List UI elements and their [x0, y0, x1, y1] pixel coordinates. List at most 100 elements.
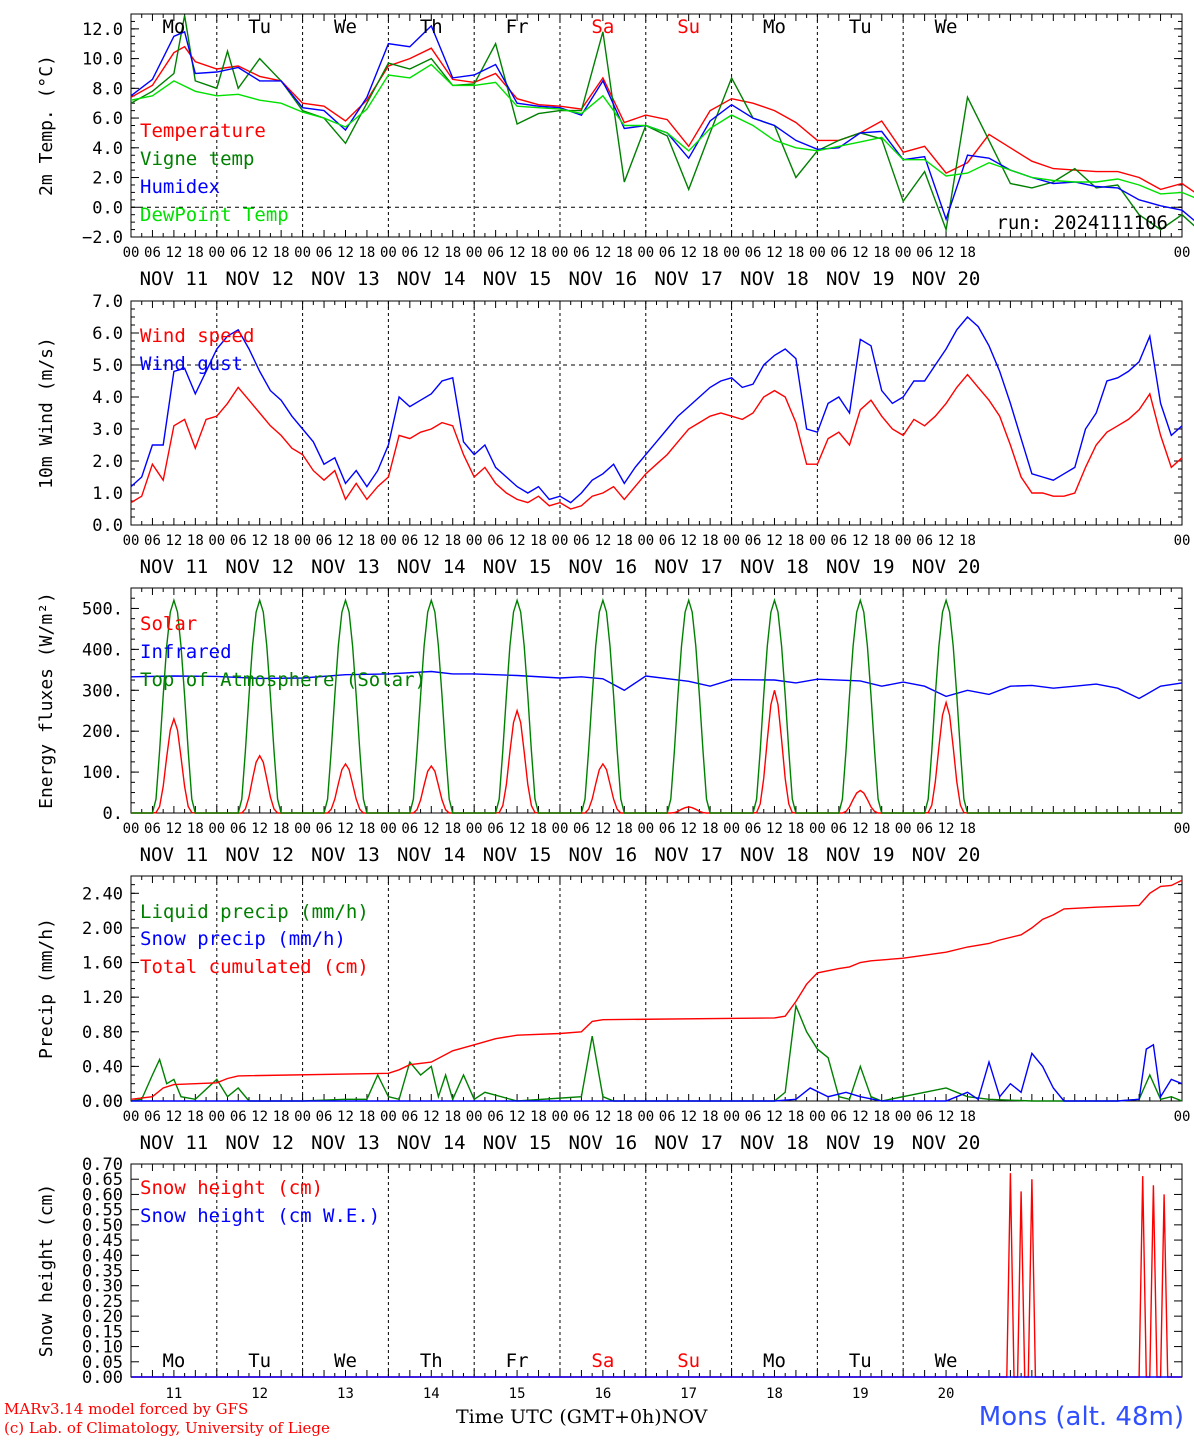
y-tick-label: 1.60: [82, 954, 123, 974]
date-label: NOV 17: [654, 1132, 723, 1154]
hour-tick-label: 12: [594, 533, 611, 549]
hour-tick-label: 18: [444, 821, 461, 837]
legend-entry: Snow precip (mm/h): [140, 928, 346, 950]
hour-tick-label: 00: [208, 821, 225, 837]
legend-entry: Wind speed: [140, 325, 254, 347]
y-tick-label: 0.0: [92, 516, 123, 536]
date-label: NOV 11: [140, 1132, 209, 1154]
hour-tick-label: 06: [659, 821, 676, 837]
hour-tick-label: 18: [616, 821, 633, 837]
hour-tick-label: 00: [895, 821, 912, 837]
hour-tick-label: 06: [659, 245, 676, 261]
y-tick-label: 0.50: [82, 1216, 123, 1236]
hour-tick-label: 00: [895, 245, 912, 261]
y-tick-label: 2.0: [92, 452, 123, 472]
date-label: NOV 18: [740, 556, 809, 578]
weekday-label: We: [935, 1350, 958, 1372]
hour-tick-label: 12: [423, 1109, 440, 1125]
hour-tick-label: 06: [916, 533, 933, 549]
hour-tick-label: 12: [766, 245, 783, 261]
hour-tick-label: 00: [208, 533, 225, 549]
day-number-label: 19: [852, 1386, 869, 1400]
date-label: NOV 12: [225, 556, 294, 578]
hour-tick-label: 18: [873, 821, 890, 837]
hour-tick-label: 00: [637, 821, 654, 837]
hour-tick-label: 00: [466, 821, 483, 837]
hour-tick-label: 18: [702, 821, 719, 837]
hour-tick-label: 12: [680, 245, 697, 261]
hour-tick-label: 18: [787, 533, 804, 549]
hour-tick-label: 18: [359, 533, 376, 549]
series-line-1: [130, 45, 1194, 193]
date-label: NOV 19: [826, 844, 895, 866]
weekday-label: Th: [420, 1350, 443, 1372]
y-tick-label: 0.20: [82, 1307, 123, 1327]
hour-tick-label: 12: [165, 1109, 182, 1125]
hour-tick-label: 06: [830, 245, 847, 261]
y-tick-label: 8.0: [92, 79, 123, 99]
date-label: NOV 13: [311, 556, 380, 578]
date-label: NOV 18: [740, 1132, 809, 1154]
date-label: NOV 18: [740, 268, 809, 290]
hour-tick-label: 06: [401, 245, 418, 261]
hour-tick-label: 06: [916, 821, 933, 837]
hour-tick-label: 12: [852, 1109, 869, 1125]
hour-tick-label: 00: [208, 245, 225, 261]
y-axis-label: Snow height (cm): [36, 1184, 57, 1357]
series-line-3: [130, 879, 1183, 1100]
legend-entry: Temperature: [140, 120, 266, 142]
hour-tick-label: 06: [573, 533, 590, 549]
y-tick-label: 0.65: [82, 1170, 123, 1190]
hour-tick-label: 12: [509, 533, 526, 549]
date-label: NOV 11: [140, 268, 209, 290]
date-label: NOV 16: [569, 556, 638, 578]
y-tick-label: 12.0: [82, 20, 123, 40]
hour-tick-label: 00: [1174, 245, 1191, 261]
date-label: NOV 11: [140, 844, 209, 866]
hour-tick-label: 12: [509, 821, 526, 837]
date-label: NOV 17: [654, 844, 723, 866]
y-tick-label: −2.0: [82, 228, 123, 248]
hour-tick-label: 18: [359, 821, 376, 837]
hour-tick-label: 00: [552, 1109, 569, 1125]
hour-tick-label: 18: [702, 245, 719, 261]
hour-tick-label: 06: [316, 821, 333, 837]
date-label: NOV 16: [569, 268, 638, 290]
date-label: NOV 12: [225, 268, 294, 290]
hour-tick-label: 00: [809, 1109, 826, 1125]
plot-frame: [130, 300, 1183, 526]
date-label: NOV 20: [912, 1132, 981, 1154]
y-tick-label: 4.0: [92, 388, 123, 408]
series-line-2: [131, 1043, 1183, 1102]
model-credit: MARv3.14 model forced by GFS: [4, 1400, 249, 1418]
panel-5: 0.000.050.100.150.200.250.300.350.400.45…: [36, 1155, 1183, 1400]
hour-tick-label: 12: [165, 533, 182, 549]
hour-tick-label: 00: [637, 533, 654, 549]
hour-tick-label: 12: [337, 1109, 354, 1125]
hour-tick-label: 18: [787, 245, 804, 261]
lab-credit: (c) Lab. of Climatology, University of L…: [4, 1419, 330, 1437]
time-axis-label: Time UTC (GMT+0h)NOV: [456, 1406, 707, 1428]
hour-tick-label: 12: [938, 1109, 955, 1125]
hour-tick-label: 06: [401, 1109, 418, 1125]
hour-tick-label: 12: [938, 533, 955, 549]
legend-entry: Infrared: [140, 641, 232, 663]
hour-tick-label: 00: [809, 245, 826, 261]
hour-tick-label: 12: [766, 1109, 783, 1125]
hour-tick-label: 06: [144, 245, 161, 261]
hour-tick-label: 18: [959, 533, 976, 549]
hour-tick-label: 18: [616, 245, 633, 261]
day-number-label: 14: [423, 1386, 440, 1400]
legend-entry: Total cumulated (cm): [140, 956, 369, 978]
date-label: NOV 17: [654, 556, 723, 578]
y-tick-label: 300.: [82, 681, 123, 701]
date-label: NOV 13: [311, 268, 380, 290]
hour-tick-label: 06: [745, 821, 762, 837]
weekday-label: Sa: [591, 16, 614, 38]
hour-tick-label: 06: [230, 533, 247, 549]
hour-tick-label: 18: [187, 533, 204, 549]
hour-tick-label: 12: [423, 533, 440, 549]
hour-tick-label: 00: [1174, 821, 1191, 837]
date-label: NOV 15: [483, 1132, 552, 1154]
hour-tick-label: 06: [401, 821, 418, 837]
